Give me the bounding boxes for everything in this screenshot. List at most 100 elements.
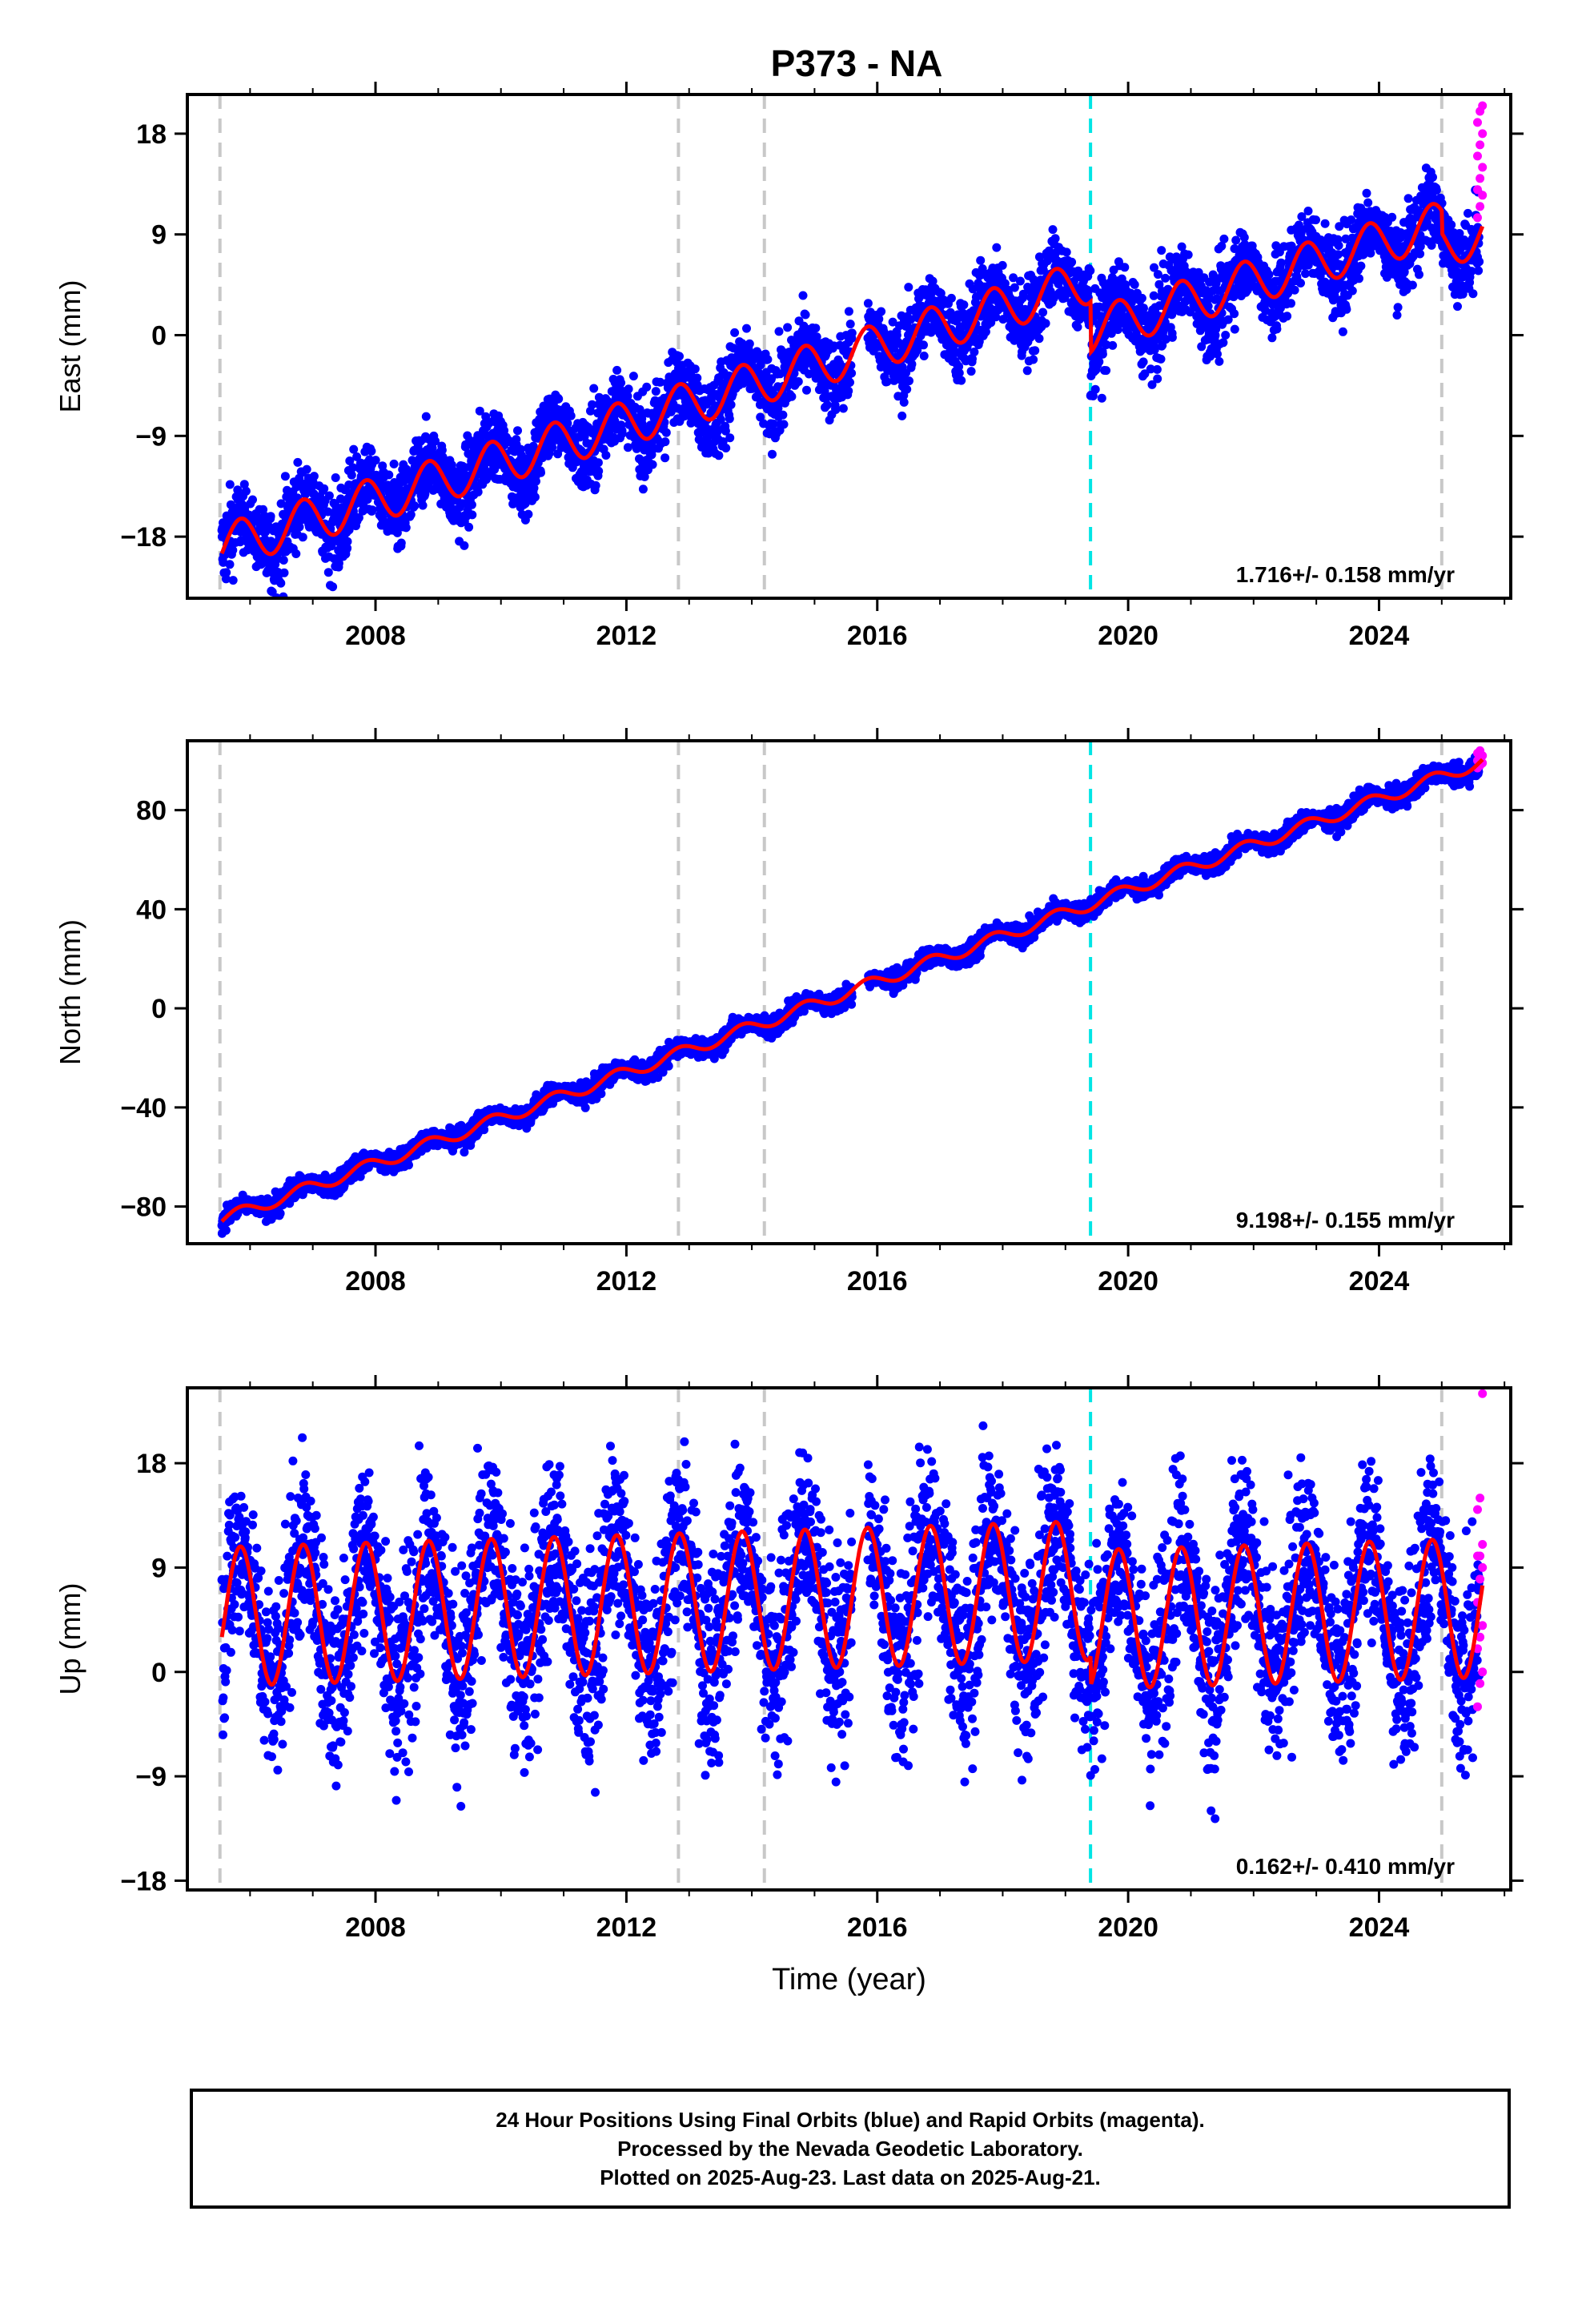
data-point — [1034, 252, 1044, 262]
data-point — [844, 307, 853, 316]
data-point — [1067, 257, 1077, 267]
data-point — [1154, 279, 1164, 289]
data-point — [328, 582, 338, 592]
data-point — [610, 416, 620, 426]
data-point — [222, 568, 231, 577]
data-point — [1468, 289, 1478, 299]
data-point — [1221, 331, 1231, 340]
data-point — [1223, 315, 1233, 324]
data-point — [936, 288, 946, 298]
data-point — [1230, 324, 1239, 334]
data-point — [389, 459, 399, 468]
data-point — [293, 457, 303, 467]
data-point — [1094, 357, 1104, 367]
data-point — [787, 392, 797, 401]
data-point — [882, 377, 892, 387]
data-point — [1009, 273, 1018, 283]
data-point — [847, 328, 857, 338]
data-point — [801, 310, 810, 320]
data-point — [1152, 364, 1162, 374]
data-point — [347, 470, 356, 480]
data-point — [863, 299, 873, 308]
data-point — [831, 405, 841, 414]
data-point — [1203, 301, 1213, 311]
data-point — [802, 385, 811, 395]
data-point — [431, 436, 440, 446]
data-point — [1138, 357, 1148, 367]
rapid-point — [1476, 140, 1485, 150]
y-tick-label: 9 — [151, 220, 167, 251]
x-tick-label: 2012 — [596, 621, 657, 651]
data-point — [624, 384, 633, 394]
data-point — [1041, 319, 1050, 328]
data-point — [730, 328, 740, 337]
data-point — [421, 412, 431, 421]
data-point — [1010, 283, 1019, 292]
data-point — [812, 332, 821, 342]
data-point — [769, 419, 778, 428]
data-point — [693, 373, 702, 383]
data-point — [279, 568, 289, 577]
data-point — [1108, 340, 1118, 350]
data-point — [1206, 352, 1215, 361]
data-point — [640, 472, 649, 481]
data-point — [874, 314, 884, 324]
data-point — [946, 293, 956, 303]
data-point — [742, 324, 751, 333]
data-point — [1150, 345, 1159, 355]
data-point — [877, 307, 886, 316]
data-point — [554, 394, 564, 404]
data-point — [563, 419, 572, 428]
data-point — [690, 364, 700, 374]
data-point — [1335, 222, 1344, 231]
data-point — [396, 538, 406, 548]
data-point — [280, 472, 290, 481]
data-point — [970, 348, 979, 356]
data-point — [628, 372, 638, 381]
data-point — [838, 404, 848, 413]
data-point — [1000, 279, 1010, 288]
data-point — [1342, 304, 1351, 314]
data-point — [279, 556, 288, 565]
data-point — [726, 400, 736, 409]
data-point — [976, 255, 986, 265]
data-point — [1264, 270, 1274, 279]
data-point — [1153, 374, 1162, 384]
data-point — [1211, 324, 1221, 334]
data-point — [968, 354, 977, 364]
data-point — [844, 386, 853, 396]
data-point — [954, 368, 964, 378]
data-point — [656, 377, 665, 387]
y-tick-label: −18 — [120, 522, 167, 553]
data-point — [845, 378, 854, 387]
data-point — [902, 384, 912, 394]
y-axis-label: East (mm) — [54, 280, 86, 413]
data-point — [1464, 208, 1472, 218]
data-point — [714, 451, 724, 460]
data-point — [1230, 244, 1239, 253]
data-point — [1272, 324, 1282, 334]
data-point — [783, 323, 793, 332]
data-point — [1334, 241, 1343, 251]
data-point — [349, 444, 359, 454]
data-point — [1219, 234, 1229, 243]
data-point — [779, 420, 789, 429]
data-point — [343, 537, 352, 546]
data-point — [1230, 309, 1239, 319]
data-point — [1475, 257, 1484, 267]
data-point — [367, 505, 377, 515]
data-point — [661, 453, 670, 463]
data-point — [642, 382, 652, 392]
data-point — [928, 276, 938, 286]
y-tick-label: 0 — [151, 321, 167, 352]
data-point — [524, 509, 533, 519]
data-point — [266, 512, 275, 521]
data-point — [798, 291, 808, 300]
data-point — [919, 352, 929, 360]
data-point — [612, 365, 622, 375]
data-point — [906, 315, 916, 324]
data-point — [1050, 234, 1060, 243]
data-point — [793, 377, 803, 386]
data-point — [228, 545, 238, 555]
data-point — [998, 260, 1007, 270]
